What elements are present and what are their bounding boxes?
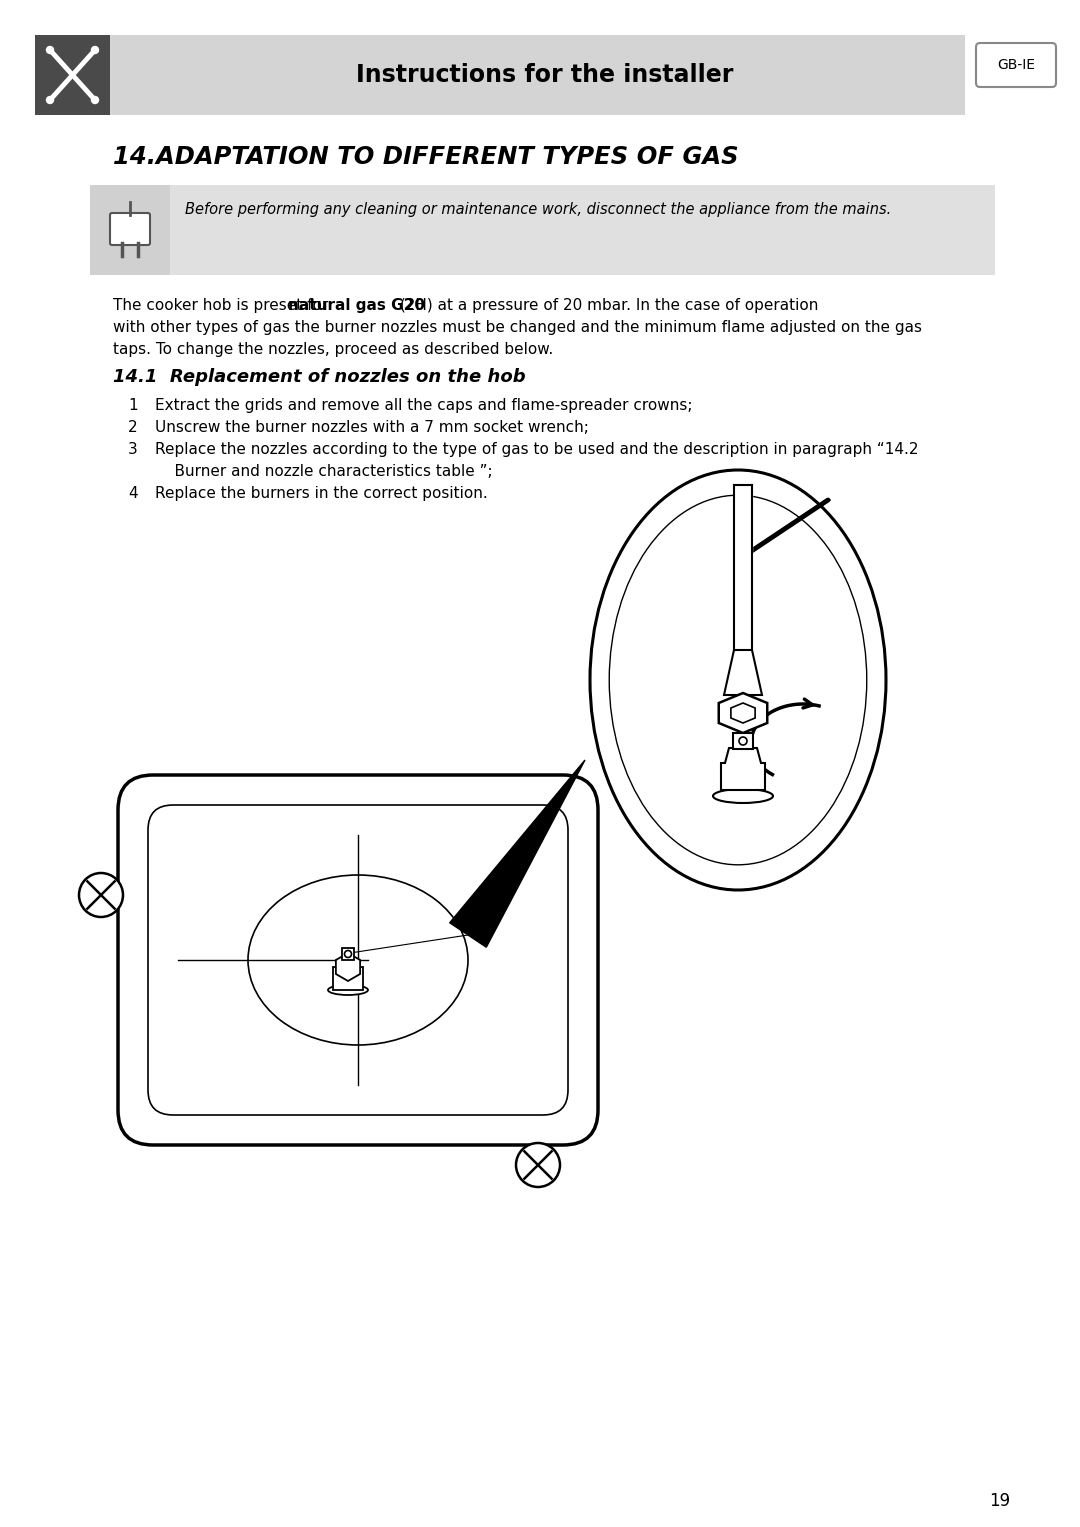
Text: 14.1  Replacement of nozzles on the hob: 14.1 Replacement of nozzles on the hob xyxy=(113,368,526,386)
Polygon shape xyxy=(449,760,585,947)
FancyBboxPatch shape xyxy=(342,948,354,960)
Circle shape xyxy=(46,46,54,53)
Polygon shape xyxy=(721,748,765,789)
Text: GB-IE: GB-IE xyxy=(997,58,1035,72)
Text: Replace the nozzles according to the type of gas to be used and the description : Replace the nozzles according to the typ… xyxy=(156,441,918,457)
Text: natural gas G20: natural gas G20 xyxy=(288,298,426,313)
Text: 4: 4 xyxy=(129,486,137,501)
Ellipse shape xyxy=(328,985,368,996)
Polygon shape xyxy=(724,651,762,695)
Ellipse shape xyxy=(590,470,886,890)
FancyBboxPatch shape xyxy=(110,212,150,244)
Text: 3: 3 xyxy=(129,441,138,457)
FancyBboxPatch shape xyxy=(976,43,1056,87)
FancyBboxPatch shape xyxy=(118,776,598,1145)
Circle shape xyxy=(79,873,123,918)
Text: with other types of gas the burner nozzles must be changed and the minimum flame: with other types of gas the burner nozzl… xyxy=(113,321,922,334)
Polygon shape xyxy=(731,702,755,722)
Circle shape xyxy=(516,1144,561,1186)
Text: Extract the grids and remove all the caps and flame-spreader crowns;: Extract the grids and remove all the cap… xyxy=(156,399,692,412)
Text: Burner and nozzle characteristics table ”;: Burner and nozzle characteristics table … xyxy=(156,464,492,479)
Text: Replace the burners in the correct position.: Replace the burners in the correct posit… xyxy=(156,486,488,501)
Text: (2H) at a pressure of 20 mbar. In the case of operation: (2H) at a pressure of 20 mbar. In the ca… xyxy=(395,298,819,313)
FancyBboxPatch shape xyxy=(35,35,110,115)
Circle shape xyxy=(46,96,54,104)
Circle shape xyxy=(92,96,98,104)
Ellipse shape xyxy=(83,895,119,906)
Ellipse shape xyxy=(521,1165,555,1176)
Text: Before performing any cleaning or maintenance work, disconnect the appliance fro: Before performing any cleaning or mainte… xyxy=(185,202,891,217)
Text: taps. To change the nozzles, proceed as described below.: taps. To change the nozzles, proceed as … xyxy=(113,342,553,357)
FancyBboxPatch shape xyxy=(90,185,995,275)
Text: 19: 19 xyxy=(989,1492,1010,1510)
FancyBboxPatch shape xyxy=(90,185,170,275)
Polygon shape xyxy=(336,953,360,980)
Text: 14.ADAPTATION TO DIFFERENT TYPES OF GAS: 14.ADAPTATION TO DIFFERENT TYPES OF GAS xyxy=(113,145,739,169)
Text: Instructions for the installer: Instructions for the installer xyxy=(356,63,733,87)
Text: The cooker hob is preset for: The cooker hob is preset for xyxy=(113,298,333,313)
Text: 2: 2 xyxy=(129,420,137,435)
Circle shape xyxy=(345,950,351,957)
Circle shape xyxy=(92,46,98,53)
Text: Unscrew the burner nozzles with a 7 mm socket wrench;: Unscrew the burner nozzles with a 7 mm s… xyxy=(156,420,589,435)
Ellipse shape xyxy=(713,789,773,803)
Polygon shape xyxy=(719,693,767,733)
FancyBboxPatch shape xyxy=(333,967,363,989)
Circle shape xyxy=(739,738,747,745)
FancyBboxPatch shape xyxy=(733,733,753,750)
FancyBboxPatch shape xyxy=(110,35,966,115)
Text: 1: 1 xyxy=(129,399,137,412)
